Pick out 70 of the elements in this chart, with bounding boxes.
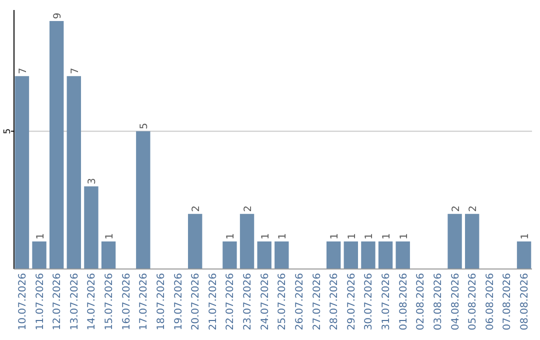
x-tick-label: 20.07.2026 xyxy=(190,273,202,330)
x-tick-label: 12.07.2026 xyxy=(52,273,64,330)
bar xyxy=(14,76,30,269)
bar xyxy=(326,241,341,269)
x-tick-label: 28.07.2026 xyxy=(329,273,340,330)
data-label: 7 xyxy=(18,68,29,74)
data-label: 1 xyxy=(278,233,289,240)
data-label: 7 xyxy=(70,68,81,74)
bar xyxy=(274,241,289,269)
x-tick-label: 13.07.2026 xyxy=(69,273,80,330)
x-tick-label: 18.07.2026 xyxy=(156,273,167,330)
data-label: 5 xyxy=(139,122,150,130)
data-label: 1 xyxy=(520,233,532,240)
data-label: 1 xyxy=(382,233,393,240)
data-label: 1 xyxy=(35,233,46,240)
data-label: 1 xyxy=(104,233,116,240)
data-label: 1 xyxy=(398,233,410,240)
x-tick-label: 26.07.2026 xyxy=(294,273,306,330)
x-tick-label: 15.07.2026 xyxy=(104,273,116,330)
x-tick-label: 27.07.2026 xyxy=(312,273,323,330)
bar xyxy=(378,241,393,269)
bar xyxy=(66,76,81,269)
bar xyxy=(344,241,358,269)
bar xyxy=(396,241,410,269)
bar xyxy=(188,214,202,269)
x-tick-label: 08.08.2026 xyxy=(520,273,531,330)
data-label: 2 xyxy=(450,206,462,212)
data-label: 2 xyxy=(243,206,254,212)
x-tick-label: 06.08.2026 xyxy=(484,273,496,330)
bar xyxy=(32,241,46,269)
bar xyxy=(257,241,272,269)
data-label: 1 xyxy=(330,233,341,240)
bar xyxy=(240,214,254,269)
data-label: 2 xyxy=(468,206,480,212)
data-label: 1 xyxy=(364,233,376,240)
data-label: 1 xyxy=(346,233,358,240)
bar xyxy=(361,241,376,269)
bar xyxy=(465,214,480,269)
data-label: 1 xyxy=(260,233,272,240)
bar xyxy=(448,214,462,269)
bar xyxy=(136,131,150,269)
x-tick-label: 16.07.2026 xyxy=(121,273,132,330)
x-tick-label: 22.07.2026 xyxy=(225,273,236,330)
x-tick-label: 21.07.2026 xyxy=(208,273,219,330)
data-label: 3 xyxy=(87,178,98,184)
x-tick-label: 03.08.2026 xyxy=(432,273,444,330)
data-label: 9 xyxy=(52,12,64,20)
bar xyxy=(101,241,116,269)
bar xyxy=(516,241,532,269)
x-tick-label: 30.07.2026 xyxy=(364,273,375,330)
bar xyxy=(222,241,237,269)
data-label: 2 xyxy=(191,206,202,212)
x-tick-label: 17.07.2026 xyxy=(138,273,150,330)
x-tick-label: 19.07.2026 xyxy=(173,273,184,330)
x-tick-label: 10.07.2026 xyxy=(17,273,28,330)
data-label: 1 xyxy=(226,233,237,240)
x-tick-label: 25.07.2026 xyxy=(277,273,288,330)
bar xyxy=(84,186,98,269)
x-tick-label: 05.08.2026 xyxy=(468,273,479,330)
x-tick-label: 01.08.2026 xyxy=(398,273,410,330)
x-tick-label: 31.07.2026 xyxy=(381,273,392,330)
x-tick-label: 02.08.2026 xyxy=(416,273,427,330)
x-tick-label: 23.07.2026 xyxy=(242,273,254,330)
x-tick-label: 04.08.2026 xyxy=(450,273,462,330)
x-tick-label: 11.07.2026 xyxy=(34,273,46,330)
x-tick-label: 07.08.2026 xyxy=(502,273,514,330)
x-tick-label: 29.07.2026 xyxy=(346,273,358,330)
x-tick-label: 14.07.2026 xyxy=(86,273,98,330)
bar xyxy=(49,21,64,269)
x-tick-label: 24.07.2026 xyxy=(260,273,271,330)
